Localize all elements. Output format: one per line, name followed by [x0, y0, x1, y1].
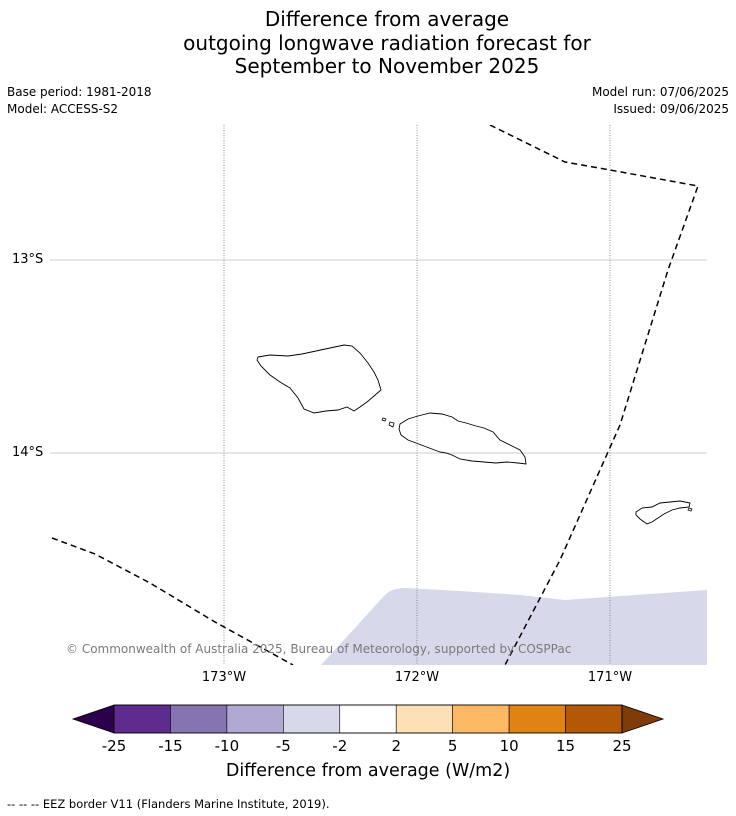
colorbar-tick-label: 25 [612, 737, 632, 755]
aunuu-islet [687, 507, 693, 512]
tutuila-island [635, 500, 691, 525]
colorbar-title: Difference from average (W/m2) [225, 761, 511, 781]
lat-label-14s: 14°S [12, 445, 44, 460]
model-name: Model: ACCESS-S2 [7, 102, 119, 116]
lon-label-172w: 172°W [394, 670, 440, 685]
colorbar-segment [339, 704, 397, 734]
anomaly-fill-region [321, 588, 707, 665]
colorbar-segment [226, 704, 284, 734]
apolima-islet [388, 421, 395, 428]
copyright-notice: © Commonwealth of Australia 2025, Bureau… [66, 642, 572, 656]
colorbar-tick-label: 2 [391, 737, 401, 755]
colorbar-outline [113, 704, 623, 734]
manono-islet [381, 417, 387, 422]
lon-label-173w: 173°W [201, 670, 247, 685]
meta-left: Base period: 1981-2018 Model: ACCESS-S2 [7, 84, 152, 118]
savaii-island [256, 344, 382, 414]
colorbar-segment [452, 704, 510, 734]
eez-border-east [489, 125, 700, 665]
title-line-3: September to November 2025 [234, 54, 540, 78]
map-area [50, 125, 707, 665]
issued-date: Issued: 09/06/2025 [613, 102, 729, 116]
model-run: Model run: 07/06/2025 [591, 85, 729, 99]
colorbar-tick-label: -2 [332, 737, 348, 755]
colorbar-tick-label: -10 [214, 737, 240, 755]
meta-right: Model run: 07/06/2025 Issued: 09/06/2025 [592, 84, 729, 118]
base-period: Base period: 1981-2018 [7, 85, 152, 99]
upolu-island [398, 412, 527, 465]
lat-label-13s: 13°S [12, 252, 44, 267]
colorbar-segment [113, 704, 171, 734]
colorbar-segment [508, 704, 566, 734]
colorbar [71, 704, 665, 734]
title-line-1: Difference from average [264, 7, 510, 31]
eez-border-southwest [51, 537, 294, 665]
eez-legend-note: -- -- -- EEZ border V11 (Flanders Marine… [7, 797, 330, 811]
colorbar-low-extend [71, 704, 115, 734]
colorbar-tick-label: -15 [158, 737, 183, 755]
colorbar-tick-label: 5 [447, 737, 458, 755]
colorbar-high-extend [621, 704, 665, 734]
map-title: Difference from average outgoing longwav… [0, 7, 736, 79]
colorbar-segment [170, 704, 228, 734]
title-line-2: outgoing longwave radiation forecast for [183, 30, 591, 55]
colorbar-tick-label: -5 [275, 737, 291, 755]
colorbar-tick-label: 10 [499, 737, 519, 755]
colorbar-segment [395, 704, 453, 734]
lon-label-171w: 171°W [587, 670, 633, 685]
colorbar-segment [283, 704, 341, 734]
colorbar-tick-label: 15 [556, 737, 576, 755]
colorbar-tick-label: -25 [101, 737, 127, 755]
colorbar-segment [565, 704, 623, 734]
